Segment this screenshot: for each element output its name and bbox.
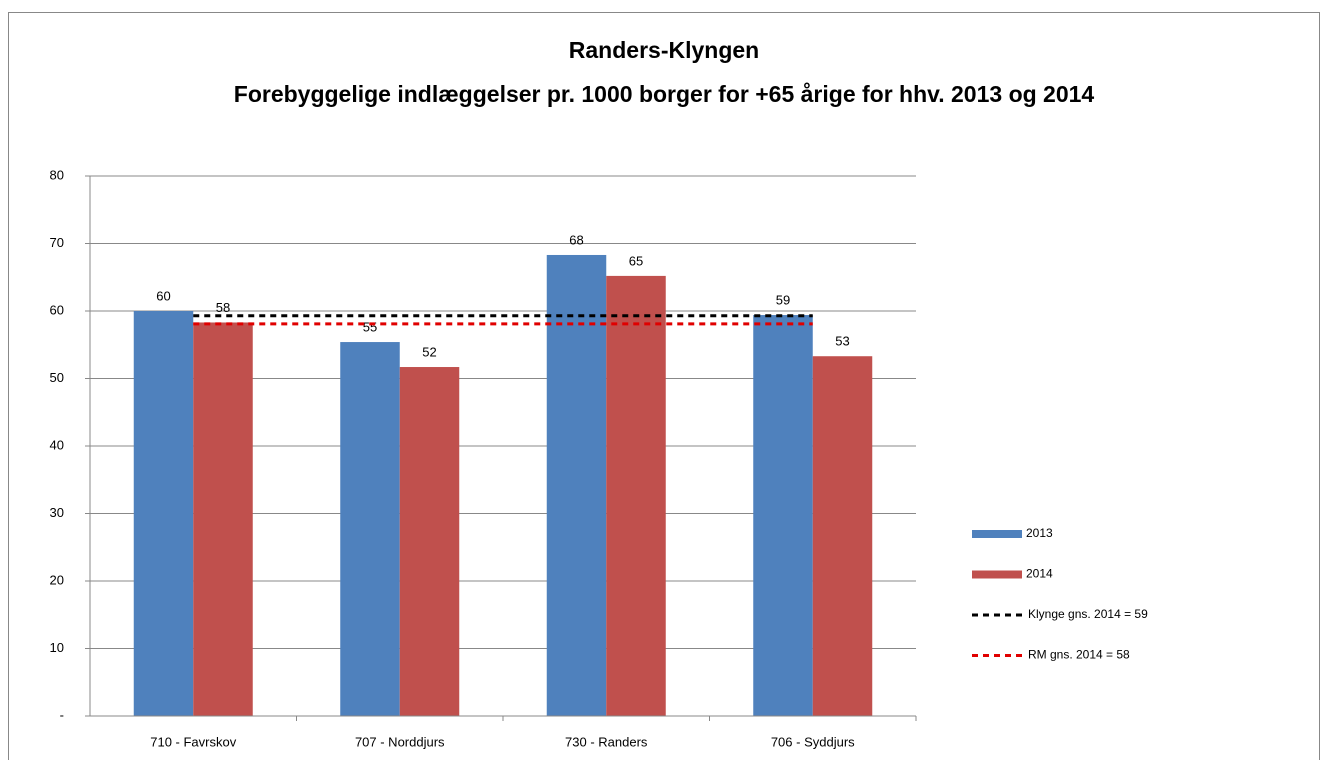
bar	[606, 275, 666, 716]
y-tick-label: 80	[50, 167, 64, 182]
legend-swatch	[972, 570, 1022, 579]
data-label: 52	[422, 344, 436, 359]
y-tick-label: 10	[50, 640, 64, 655]
y-tick-label: 40	[50, 437, 64, 452]
x-tick-label: 707 - Norddjurs	[355, 734, 445, 749]
data-label: 53	[835, 334, 849, 349]
data-label: 59	[776, 292, 790, 307]
y-tick-label: 30	[50, 505, 64, 520]
legend-label: RM gns. 2014 = 58	[1028, 648, 1130, 662]
y-tick-label: 20	[50, 572, 64, 587]
legend-swatch	[972, 530, 1022, 538]
bar	[193, 322, 253, 716]
chart-border	[8, 12, 1320, 760]
legend-label: 2014	[1026, 567, 1053, 581]
bar	[812, 356, 873, 716]
data-label: 55	[363, 319, 377, 334]
chart-title: Randers-Klyngen	[569, 37, 759, 63]
bar	[546, 254, 607, 716]
y-tick-label: 60	[50, 302, 64, 317]
y-tick-label: 50	[50, 370, 64, 385]
data-label: 58	[216, 300, 230, 315]
x-tick-label: 730 - Randers	[565, 734, 648, 749]
y-tick-label: 70	[50, 235, 64, 250]
bar	[133, 311, 194, 716]
bar	[340, 342, 400, 716]
bar	[399, 367, 460, 716]
chart-subtitle: Forebyggelige indlæggelser pr. 1000 borg…	[234, 81, 1095, 107]
data-label: 60	[156, 288, 170, 303]
legend-label: Klynge gns. 2014 = 59	[1028, 607, 1148, 621]
data-label: 68	[569, 232, 583, 247]
legend-label: 2013	[1026, 526, 1053, 540]
x-tick-label: 710 - Favrskov	[150, 734, 236, 749]
x-tick-label: 706 - Syddjurs	[771, 734, 855, 749]
data-label: 65	[629, 253, 643, 268]
bar	[753, 315, 813, 716]
y-tick-label: -	[60, 707, 64, 722]
